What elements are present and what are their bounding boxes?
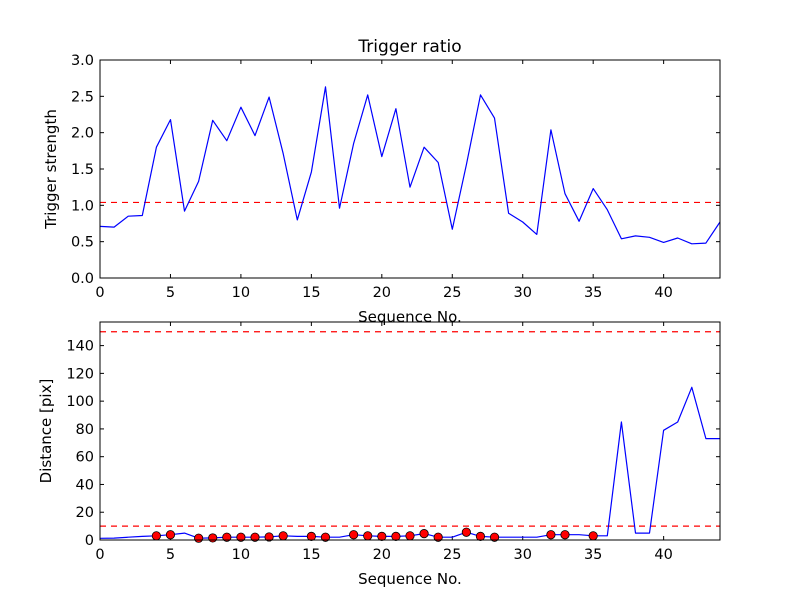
x-tick-label: 10 (232, 547, 250, 563)
y-tick-label: 1.0 (71, 198, 94, 214)
y-tick-label: 120 (66, 366, 94, 382)
y-axis-label: Distance [pix] (37, 379, 55, 484)
data-point (151, 531, 161, 541)
x-tick-label: 15 (302, 285, 320, 301)
series-line (99, 386, 720, 539)
data-point (560, 530, 570, 540)
x-tick-label: 0 (95, 547, 104, 563)
y-tick-label: 40 (76, 477, 94, 493)
x-tick-label: 35 (584, 285, 602, 301)
data-point (222, 532, 232, 542)
data-point (250, 532, 260, 542)
x-tick-label: 25 (443, 547, 461, 563)
data-point (165, 530, 176, 540)
tick-labels: 0 5 10 15 20 25 30 35 40 0 20 40 60 80 100 120 140 (66, 322, 720, 563)
data-point (236, 532, 246, 542)
series-group (99, 86, 721, 245)
data-point (194, 533, 204, 543)
data-point (377, 531, 387, 541)
y-axis-label: Trigger strength (42, 109, 60, 230)
data-point (363, 531, 373, 541)
x-tick-label: 15 (302, 547, 320, 563)
x-tick-label: 40 (654, 285, 672, 301)
data-point (264, 532, 274, 542)
x-tick-label: 5 (166, 285, 175, 301)
x-tick-label: 20 (373, 285, 391, 301)
y-tick-label: 100 (66, 394, 94, 410)
y-tick-label: 0.0 (71, 271, 94, 287)
chart-trigger-ratio: Trigger ratio 0 5 10 15 20 25 30 35 40 0.0 0.5 1.0 1… (42, 37, 721, 326)
data-point (349, 530, 359, 540)
x-tick-label: 25 (443, 285, 461, 301)
data-point (461, 527, 471, 537)
data-point (320, 532, 331, 542)
x-tick-label: 30 (514, 285, 532, 301)
data-point (278, 531, 288, 541)
y-tick-label: 0.5 (71, 235, 94, 251)
x-tick-label: 30 (514, 547, 532, 563)
data-point (419, 529, 429, 539)
y-tick-label: 20 (76, 505, 94, 521)
chart-distance: 0 5 10 15 20 25 30 35 40 0 20 40 60 80 100 120 140 Seque… (37, 321, 721, 588)
x-tick-label: 0 (95, 285, 104, 301)
x-tick-label: 20 (373, 547, 391, 563)
y-tick-label: 80 (76, 422, 94, 438)
data-point (475, 531, 486, 541)
data-point (433, 532, 443, 542)
y-tick-label: 2.0 (71, 126, 94, 142)
y-tick-label: 140 (66, 339, 94, 355)
tick-labels: 0 5 10 15 20 25 30 35 40 0.0 0.5 1.0 1.5 2.0 2.5 3.0 (71, 53, 720, 301)
chart-title: Trigger ratio (357, 37, 461, 57)
y-tick-label: 2.5 (71, 89, 94, 105)
x-tick-label: 5 (166, 547, 175, 563)
series-group (99, 386, 720, 543)
series-line (99, 86, 721, 245)
data-point (405, 531, 415, 541)
data-point (546, 530, 556, 540)
data-point (489, 532, 500, 542)
y-tick-label: 60 (76, 450, 94, 466)
data-point (306, 531, 316, 541)
data-point (391, 531, 401, 541)
reference-lines (100, 331, 720, 527)
x-axis-label: Sequence No. (358, 570, 462, 588)
x-tick-label: 35 (584, 547, 602, 563)
plot-frame (99, 59, 721, 279)
plot-frame (99, 321, 721, 541)
data-point (588, 531, 598, 541)
x-axis-label: Sequence No. (358, 308, 462, 326)
data-point (208, 533, 218, 543)
y-tick-label: 1.5 (71, 162, 94, 178)
x-tick-label: 10 (232, 285, 250, 301)
x-tick-label: 40 (654, 547, 672, 563)
y-tick-label: 0 (85, 533, 94, 549)
y-tick-label: 3.0 (71, 53, 94, 69)
